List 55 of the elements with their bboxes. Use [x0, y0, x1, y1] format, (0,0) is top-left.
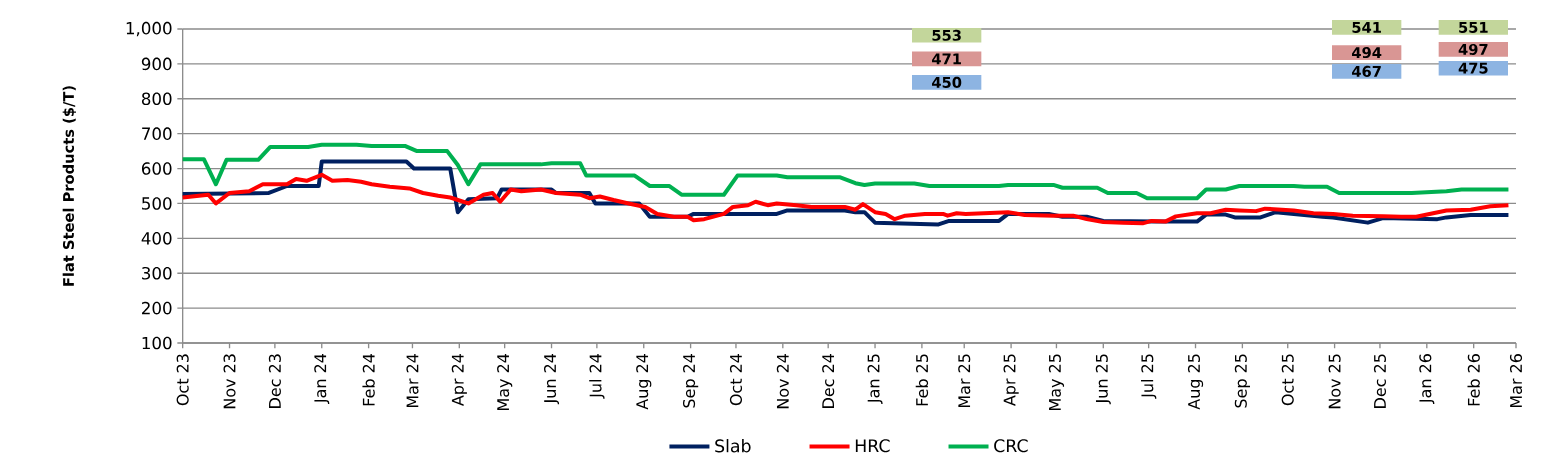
y-tick-label: 1,000	[126, 21, 172, 37]
x-tick-label: Aug 25	[1187, 354, 1204, 410]
x-tick-label: Jun 25	[1095, 354, 1111, 405]
legend-label: Slab	[715, 439, 751, 453]
x-tick-label: Dec 25	[1373, 354, 1386, 408]
annotation: 450	[932, 76, 962, 88]
line-series	[180, 142, 1511, 201]
y-tick-label: 300	[142, 266, 172, 280]
legend-label: HRC	[855, 439, 890, 453]
x-tick-label: Feb 26	[1467, 354, 1480, 406]
y-tick-label: 800	[141, 92, 172, 106]
y-tick-label: 500	[142, 197, 172, 210]
x-tick-label: Jan 24	[314, 353, 330, 404]
legend-label: CRC	[994, 439, 1028, 453]
y-tick-label: 900	[141, 57, 172, 71]
x-tick-label: Nov 25	[1328, 354, 1341, 409]
y-axis-title: Flat Steel Products ($/T)	[62, 86, 76, 286]
y-tick-label: 600	[141, 162, 172, 175]
line-series	[180, 172, 1511, 226]
annotation: 467	[1352, 65, 1381, 77]
y-tick-label: 200	[142, 301, 172, 315]
x-tick-label: Jan 26	[1419, 354, 1435, 404]
x-tick-label: Dec 23	[268, 354, 281, 408]
annotation: 541	[1352, 21, 1381, 33]
x-tick-label: Nov 23	[223, 354, 236, 409]
annotation: 551	[1459, 21, 1488, 33]
x-tick-label: Mar 24	[406, 353, 419, 408]
x-tick-label: Apr 24	[451, 353, 467, 407]
x-tick-label: Feb 24	[362, 353, 375, 406]
x-tick-label: Aug 24	[636, 353, 652, 410]
x-tick-label: Sep 24	[683, 353, 699, 408]
x-tick-label: Oct 23	[176, 354, 189, 406]
annotation: 494	[1352, 47, 1382, 59]
x-tick-label: May 25	[1048, 354, 1065, 410]
y-tick-label: 700	[142, 127, 172, 140]
y-tick-label: 400	[141, 232, 172, 245]
x-tick-label: Jan 25	[867, 354, 883, 404]
y-tick-label: 100	[142, 336, 172, 350]
x-tick-label: Dec 24	[822, 353, 835, 408]
annotation: 471	[932, 53, 961, 65]
x-tick-label: Oct 24	[729, 353, 743, 406]
annotation: 553	[932, 29, 961, 41]
x-tick-label: Mar 25	[958, 354, 971, 408]
x-tick-label: Jul 25	[1140, 354, 1157, 399]
annotation: 497	[1458, 43, 1488, 55]
x-tick-label: Mar 26	[1509, 354, 1523, 408]
x-tick-label: Jul 24	[589, 353, 605, 399]
x-tick-label: Jun 24	[543, 353, 560, 405]
x-tick-label: Nov 24	[776, 353, 789, 409]
x-tick-label: Sep 25	[1234, 354, 1250, 408]
x-tick-label: Feb 25	[915, 354, 929, 406]
x-tick-label: May 24	[497, 353, 513, 410]
x-tick-label: Oct 25	[1281, 354, 1294, 406]
annotation: 475	[1458, 62, 1488, 74]
x-tick-label: Apr 25	[1003, 354, 1019, 407]
